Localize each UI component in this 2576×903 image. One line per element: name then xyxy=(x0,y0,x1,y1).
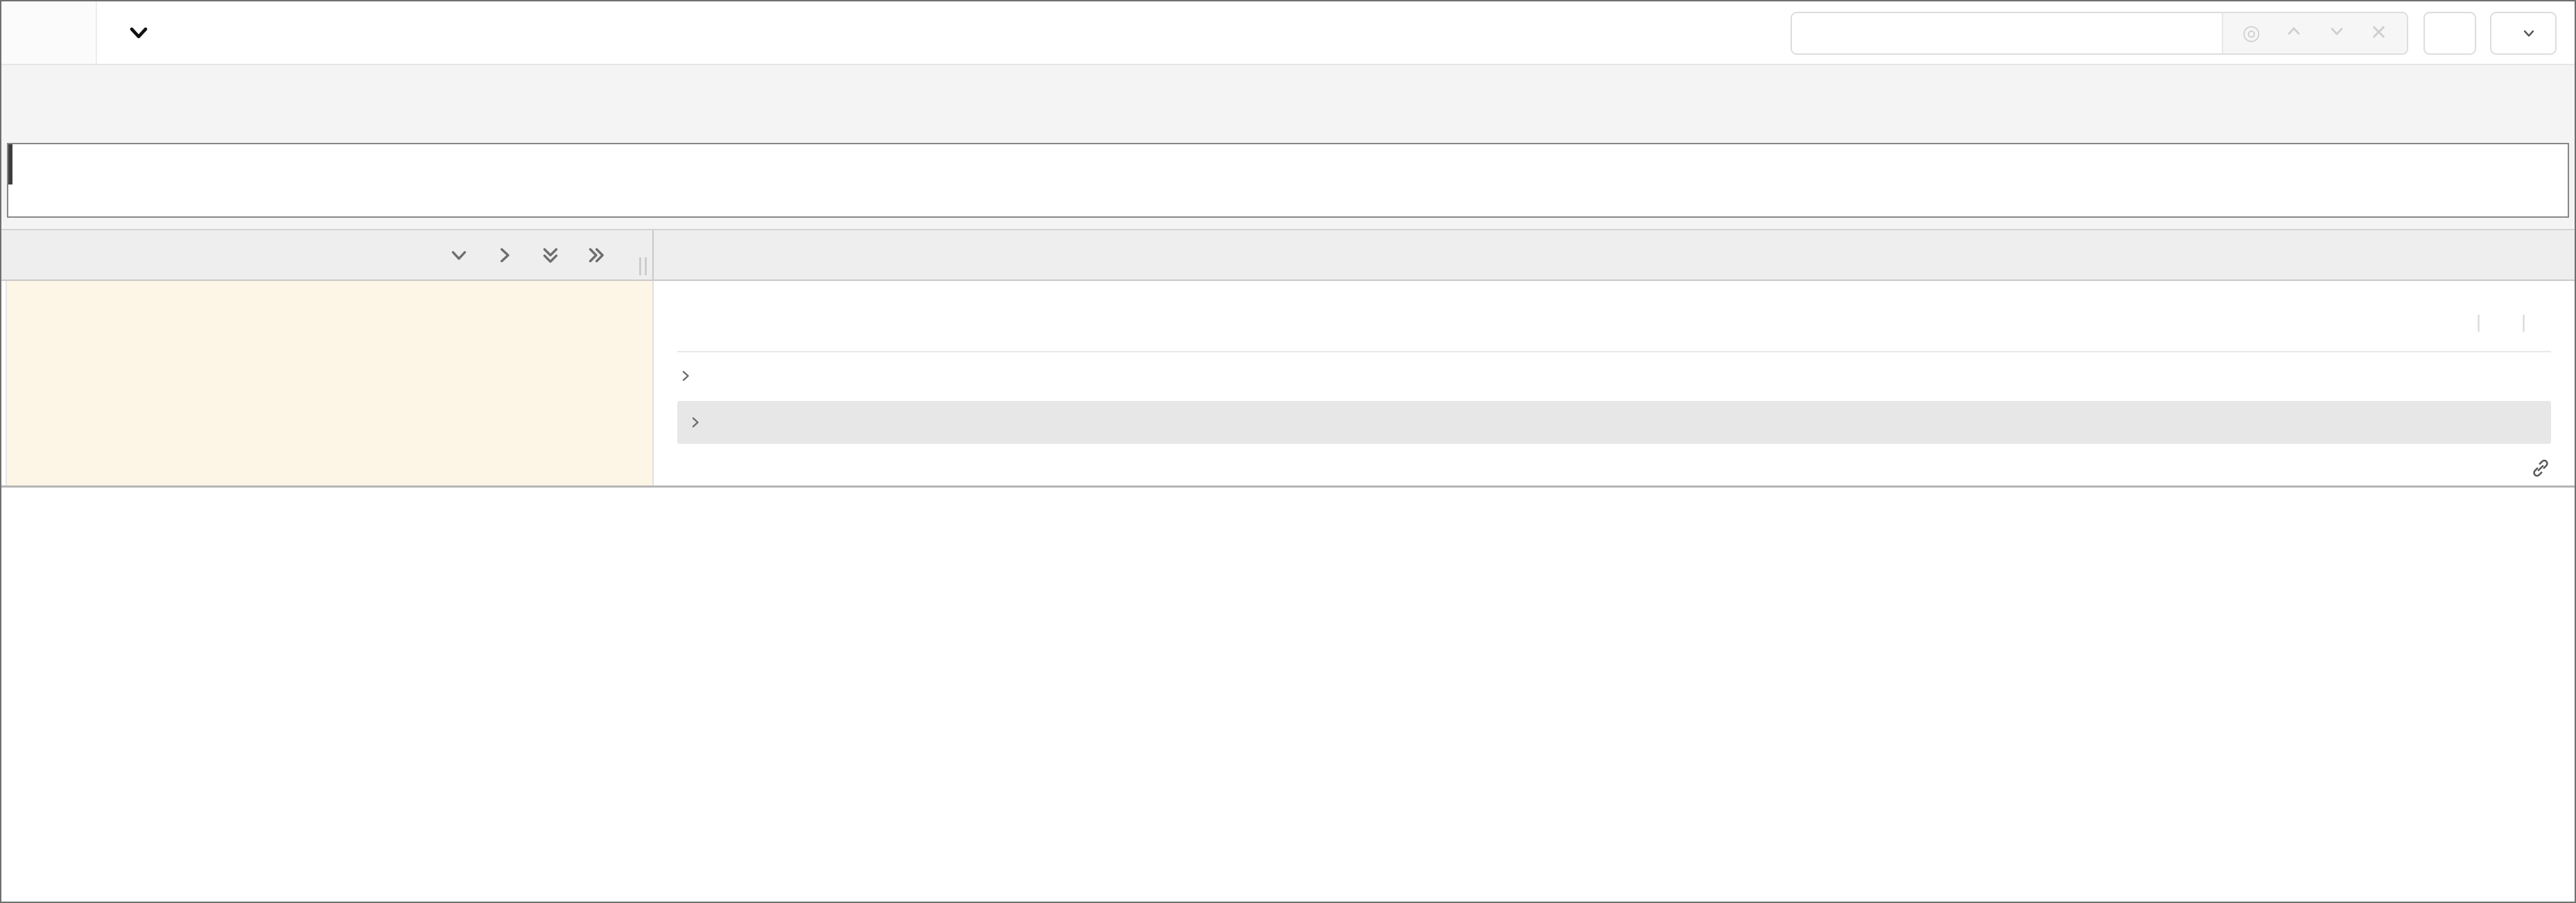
trace-minimap xyxy=(1,114,2575,230)
collapse-trace-header-icon[interactable] xyxy=(125,19,153,46)
span-detail-row: | | xyxy=(1,281,2575,488)
find-prev-icon[interactable] xyxy=(2284,22,2304,45)
find-input[interactable] xyxy=(1791,13,2222,53)
collapse-all-icon[interactable] xyxy=(539,243,562,267)
back-button[interactable] xyxy=(1,1,97,64)
minimap-left-drag-handle[interactable] xyxy=(8,144,12,185)
target-icon[interactable]: ◎ xyxy=(2242,22,2261,44)
trace-metadata-bar xyxy=(1,65,2575,114)
service-operation-header xyxy=(1,230,654,280)
columns-header xyxy=(1,230,2575,281)
span-color-strip xyxy=(34,281,41,485)
span-id-row xyxy=(2516,458,2551,479)
keyboard-shortcuts-button[interactable] xyxy=(2423,12,2476,55)
timeline-ruler xyxy=(654,230,2575,280)
logs-expand-icon[interactable] xyxy=(687,414,704,431)
find-next-icon[interactable] xyxy=(2327,22,2347,45)
tags-row[interactable] xyxy=(677,368,2551,384)
trace-view-dropdown[interactable] xyxy=(2490,12,2557,55)
span-detail-panel: | | xyxy=(654,281,2575,485)
divider xyxy=(677,351,2551,352)
copy-link-icon[interactable] xyxy=(2530,458,2551,479)
expand-all-icon[interactable] xyxy=(584,243,608,267)
page-header: ◎ ✕ xyxy=(1,1,2575,65)
span-detail-meta: | | xyxy=(2475,311,2526,332)
tags-expand-icon[interactable] xyxy=(677,368,694,384)
clear-find-icon[interactable]: ✕ xyxy=(2369,22,2387,44)
collapse-one-icon[interactable] xyxy=(447,243,471,267)
minimap-time-labels xyxy=(7,114,2569,143)
column-resize-grip[interactable] xyxy=(639,257,647,275)
expand-one-icon[interactable] xyxy=(493,243,516,267)
bottom-strip xyxy=(1,488,2575,501)
span-detail-left-panel xyxy=(1,281,654,485)
minimap-canvas[interactable] xyxy=(7,143,2569,218)
trace-span-table: | | xyxy=(1,281,2575,501)
minimap-span-rows xyxy=(8,144,2568,216)
logs-row[interactable] xyxy=(677,401,2551,444)
find-box: ◎ ✕ xyxy=(1790,12,2408,55)
tree-gutter xyxy=(1,281,7,485)
find-controls: ◎ ✕ xyxy=(2221,13,2407,53)
